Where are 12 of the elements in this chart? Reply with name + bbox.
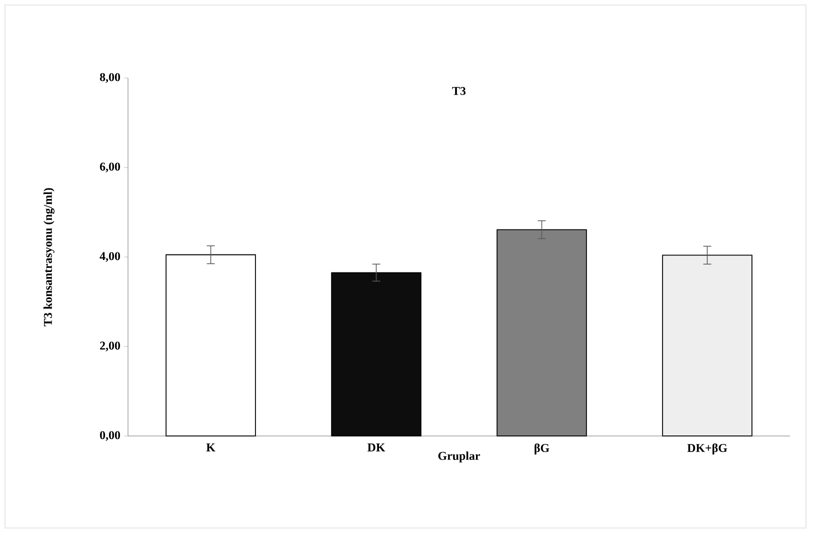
x-tick-label: DK+βG [687,444,728,454]
x-axis-title: Gruplar [438,452,480,462]
x-tick-label: DK [367,444,386,452]
y-tick-label: 2,00 [100,342,120,352]
y-tick-label: 8,00 [100,73,120,83]
y-axis-title: T3 konsantrasyonu (ng/ml) [44,188,54,326]
y-tick-label: 0,00 [100,431,120,441]
text: T3 [452,86,466,95]
x-tick-label: βG [534,444,550,454]
y-tick-label: 6,00 [100,162,120,172]
x-tick-label: K [206,444,216,452]
y-tick-label: 4,00 [100,252,120,262]
